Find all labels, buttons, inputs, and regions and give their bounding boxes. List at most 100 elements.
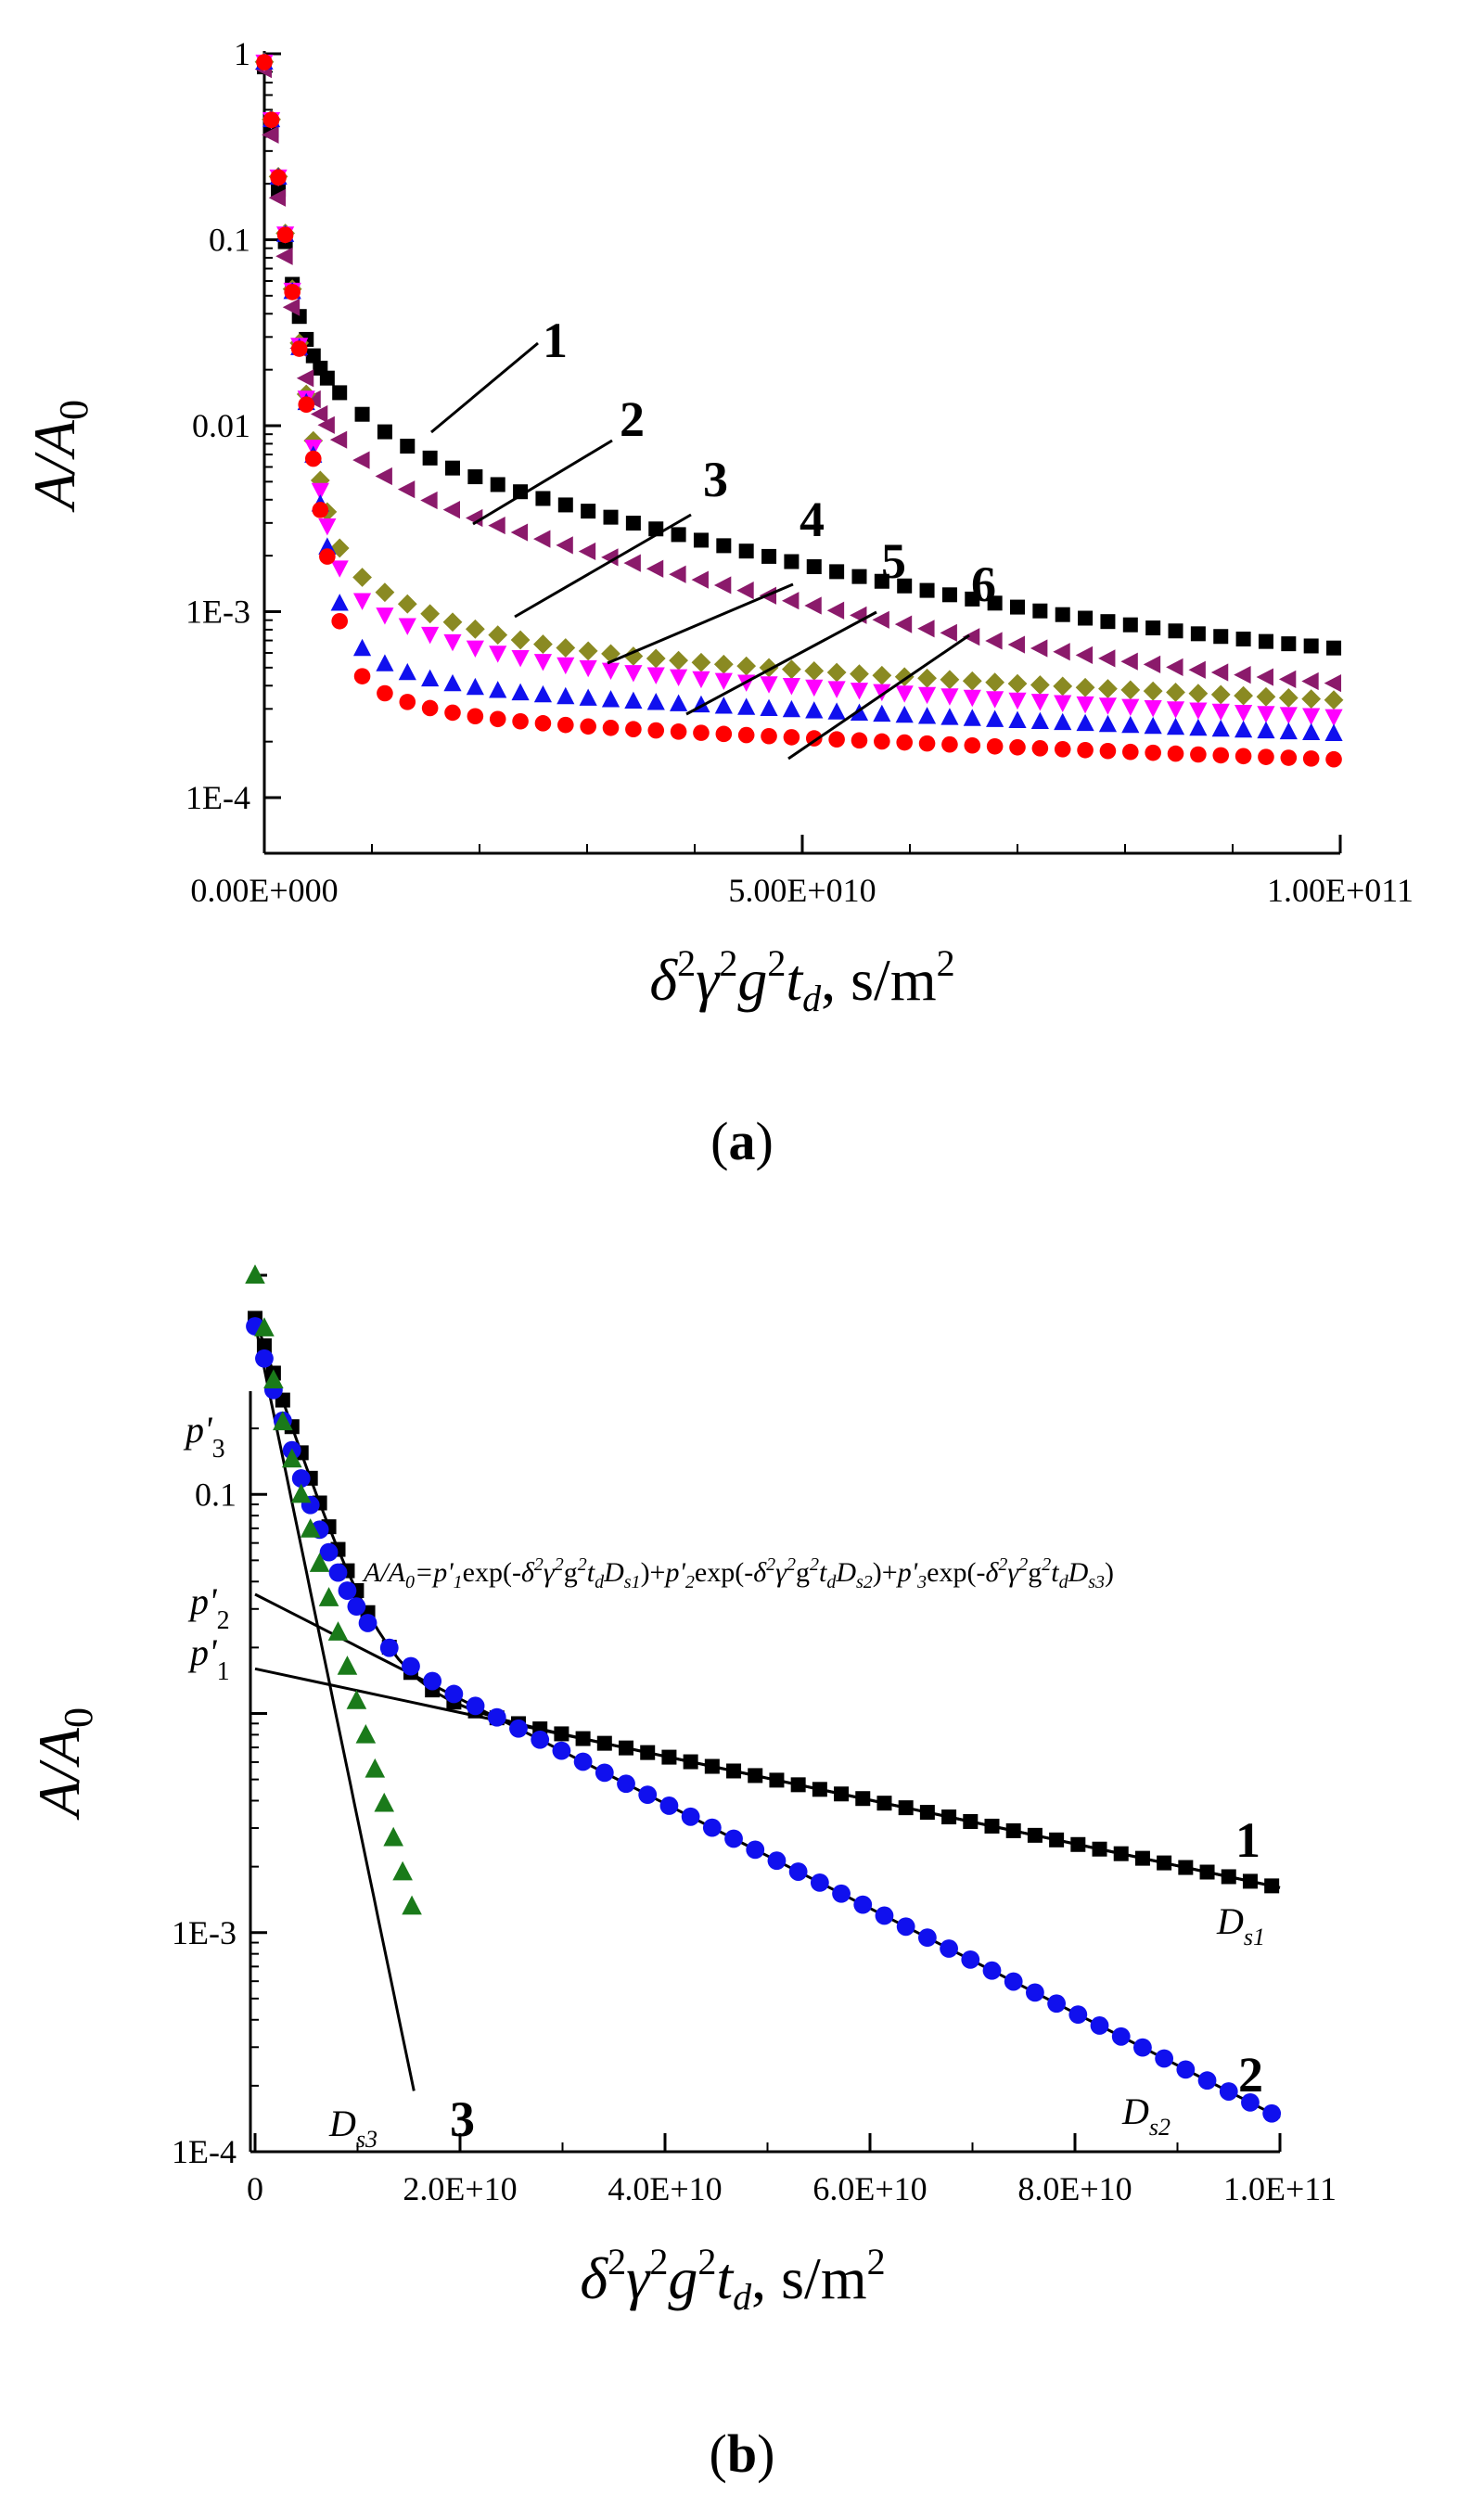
marker-b1 — [1027, 1827, 1043, 1843]
marker-6 — [319, 548, 336, 565]
marker-2 — [1166, 658, 1183, 676]
marker-4 — [1054, 695, 1072, 712]
marker-b2 — [1111, 2027, 1131, 2046]
marker-6 — [512, 712, 529, 730]
marker-4 — [827, 681, 846, 698]
marker-4 — [601, 662, 620, 681]
marker-3 — [782, 659, 801, 680]
marker-3 — [465, 619, 485, 639]
marker-5 — [986, 710, 1004, 727]
marker-b3 — [300, 1518, 321, 1538]
marker-b2 — [1047, 1994, 1067, 2014]
marker-2 — [262, 125, 279, 144]
marker-1 — [1213, 629, 1229, 645]
marker-2 — [1278, 670, 1297, 688]
marker-1 — [1055, 607, 1070, 622]
marker-3 — [578, 641, 598, 661]
marker-6 — [941, 735, 958, 753]
marker-b3 — [245, 1264, 265, 1284]
marker-2 — [736, 582, 754, 600]
x-tick-label-b: 4.0E+10 — [608, 2170, 722, 2207]
marker-b1 — [596, 1735, 612, 1751]
marker-b1 — [855, 1791, 871, 1807]
marker-6 — [828, 731, 845, 748]
marker-6 — [1122, 743, 1139, 761]
marker-b2 — [917, 1928, 937, 1948]
marker-6 — [602, 719, 620, 736]
marker-b1 — [619, 1740, 634, 1756]
marker-6 — [534, 715, 552, 732]
y-tick-label-b: 1E-3 — [172, 1914, 237, 1951]
marker-1 — [1078, 610, 1094, 626]
marker-2 — [375, 467, 392, 486]
marker-2 — [282, 298, 301, 316]
marker-1 — [965, 591, 980, 607]
marker-2 — [578, 542, 596, 561]
marker-b2 — [724, 1829, 743, 1848]
ds2-label: Ds2 — [1121, 2090, 1171, 2141]
marker-6 — [580, 718, 596, 735]
marker-1 — [851, 569, 867, 584]
x-tick-label-b: 8.0E+10 — [1017, 2170, 1132, 2207]
marker-5 — [1030, 711, 1049, 730]
marker-b2 — [1197, 2071, 1217, 2090]
p3-label: p'3 — [183, 1409, 225, 1464]
marker-5 — [1257, 721, 1275, 739]
marker-1 — [513, 484, 529, 500]
marker-6 — [304, 450, 322, 467]
marker-b1 — [963, 1813, 979, 1829]
marker-1 — [693, 532, 709, 548]
marker-b2 — [347, 1597, 366, 1617]
marker-6 — [270, 169, 287, 186]
marker-6 — [467, 708, 484, 725]
marker-b1 — [1070, 1836, 1086, 1852]
marker-4 — [579, 659, 597, 678]
marker-1 — [671, 527, 686, 543]
fit-line-Ds3 — [253, 1323, 416, 2091]
x-axis-title-b: δ2γ2g2td, s/m2 — [580, 2241, 885, 2318]
marker-3 — [397, 594, 417, 614]
marker-6 — [298, 396, 315, 414]
marker-b3 — [309, 1553, 330, 1572]
marker-b2 — [595, 1763, 614, 1783]
marker-5 — [760, 698, 778, 717]
marker-5 — [466, 677, 484, 696]
marker-1 — [354, 406, 370, 422]
marker-b1 — [554, 1726, 569, 1742]
marker-b2 — [487, 1707, 506, 1727]
marker-b2 — [444, 1684, 464, 1704]
marker-1 — [445, 460, 460, 476]
marker-b1 — [1049, 1832, 1065, 1848]
marker-b2 — [402, 1656, 420, 1676]
marker-4 — [398, 618, 416, 635]
marker-b2 — [466, 1696, 485, 1716]
marker-6 — [421, 699, 439, 717]
marker-1 — [400, 439, 416, 454]
y-tick-label-a: 0.01 — [192, 407, 250, 444]
x-tick-label-b: 0 — [247, 2170, 263, 2207]
marker-2 — [1188, 660, 1206, 679]
marker-b2 — [875, 1906, 894, 1925]
marker-3 — [1007, 673, 1028, 694]
y-tick-label-a: 0.1 — [209, 222, 250, 259]
marker-1 — [1032, 603, 1048, 619]
marker-2 — [782, 592, 800, 610]
marker-b3 — [327, 1621, 349, 1641]
marker-1 — [761, 548, 777, 564]
marker-1 — [716, 538, 732, 554]
marker-2 — [268, 188, 287, 207]
curve-label-b2: 2 — [1238, 2047, 1263, 2103]
marker-4 — [311, 482, 329, 501]
marker-b1 — [984, 1818, 1000, 1834]
marker-b1 — [834, 1786, 850, 1802]
marker-6 — [896, 734, 913, 751]
x-tick-label-b: 1.0E+11 — [1223, 2170, 1337, 2207]
marker-5 — [624, 691, 643, 710]
marker-3 — [375, 582, 395, 603]
marker-b1 — [575, 1731, 591, 1746]
marker-6 — [1235, 748, 1252, 765]
marker-5 — [1121, 715, 1140, 734]
marker-6 — [312, 502, 329, 518]
panel-label-b: (b) — [710, 2423, 775, 2484]
curve-label-b3: 3 — [450, 2091, 475, 2147]
